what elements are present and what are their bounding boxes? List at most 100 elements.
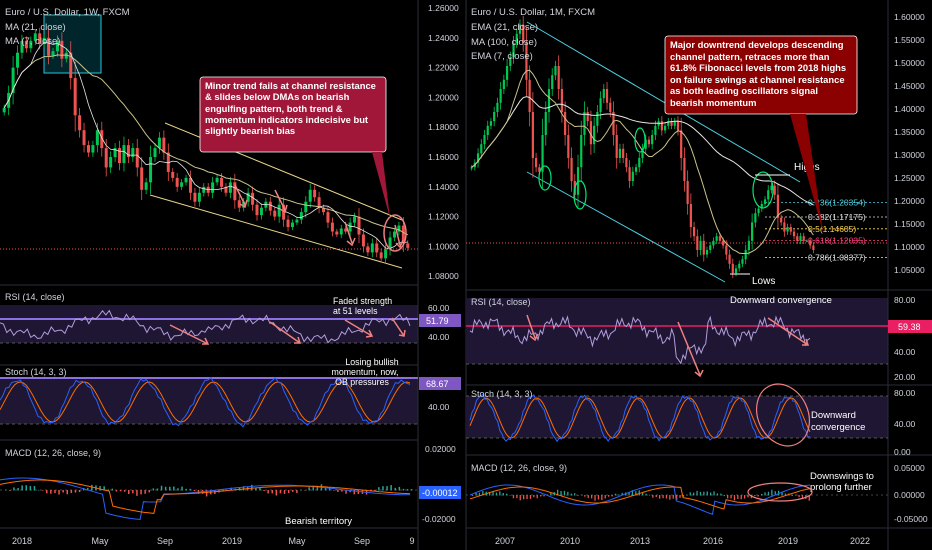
histogram-bar: [74, 490, 77, 493]
histogram-bar: [205, 490, 208, 497]
histogram-bar: [795, 494, 797, 496]
candle-body: [673, 121, 676, 126]
histogram-bar: [255, 487, 257, 491]
left-x-tick: May: [288, 536, 306, 546]
candle-body: [789, 227, 792, 232]
left-price-arrows: [234, 184, 407, 252]
candle-body: [518, 24, 522, 34]
histogram-bar: [506, 493, 508, 496]
candle-body: [583, 112, 586, 135]
right-legend-ema21: EMA (21, close): [471, 22, 538, 33]
histogram-bar: [283, 490, 286, 494]
candle-body: [763, 199, 767, 204]
candle-body: [375, 243, 379, 253]
left-macd-note: Bearish territory: [285, 516, 352, 527]
right-annotation-text: Major downtrend develops descending chan…: [670, 39, 847, 108]
left-price-tick: 1.14000: [428, 182, 459, 192]
histogram-bar: [737, 495, 739, 499]
candle-body: [493, 112, 496, 122]
right-rsi-tick: 80.00: [894, 295, 916, 305]
candle-body: [660, 121, 663, 131]
left-legend-ma21: MA (21, close): [5, 22, 66, 33]
histogram-bar: [9, 490, 11, 491]
left-macd-tick: 0.02000: [425, 444, 456, 454]
histogram-bar: [767, 491, 770, 496]
right-x-tick: 2019: [778, 536, 798, 546]
left-macd-value: -0.00012: [422, 488, 458, 498]
histogram-bar: [349, 490, 351, 493]
histogram-bar: [689, 492, 691, 496]
histogram-bar: [152, 488, 155, 491]
candle-body: [525, 43, 528, 80]
histogram-bar: [353, 490, 355, 495]
candle-body: [686, 181, 689, 204]
candle-body: [470, 167, 473, 169]
candle-body: [11, 67, 15, 93]
candle-body: [618, 148, 622, 158]
candle-body: [16, 52, 20, 68]
histogram-bar: [716, 493, 719, 496]
histogram-bar: [645, 493, 647, 496]
histogram-bar: [495, 492, 498, 496]
candle-body: [709, 245, 712, 250]
candle-body: [812, 245, 815, 250]
histogram-bar: [502, 492, 504, 496]
candle-body: [602, 89, 605, 99]
right-rsi-label: RSI (14, close): [471, 297, 531, 307]
histogram-bar: [710, 492, 712, 496]
histogram-bar: [604, 495, 606, 499]
candle-body: [38, 33, 42, 44]
candle-body: [722, 240, 725, 246]
candle-body: [692, 227, 696, 237]
histogram-bar: [87, 487, 89, 491]
candle-body: [751, 222, 754, 241]
candle-body: [476, 153, 480, 163]
candle-body: [483, 135, 486, 145]
candle-body: [593, 125, 596, 145]
candle-body: [725, 245, 728, 255]
histogram-bar: [730, 495, 732, 499]
candle-body: [647, 139, 651, 145]
candle-body: [24, 40, 28, 49]
histogram-bar: [91, 484, 93, 491]
candle-body: [188, 177, 192, 193]
histogram-bar: [686, 494, 688, 496]
histogram-bar: [764, 492, 766, 496]
candle-body: [42, 37, 46, 44]
histogram-bar: [378, 487, 380, 491]
histogram-bar: [801, 495, 804, 498]
histogram-bar: [103, 486, 105, 491]
candle-body: [715, 236, 718, 241]
candle-body: [153, 148, 157, 158]
right-stoch-tick: 40.00: [894, 419, 916, 429]
histogram-bar: [222, 489, 224, 491]
histogram-bar: [642, 492, 644, 496]
candle-body: [78, 115, 82, 131]
histogram-bar: [781, 492, 783, 496]
candle-body: [773, 185, 776, 195]
right-x-tick: 2022: [850, 536, 870, 546]
histogram-bar: [341, 490, 343, 492]
left-stoch-label: Stoch (14, 3, 3): [5, 367, 67, 377]
histogram-bar: [173, 486, 175, 491]
histogram-bar: [499, 491, 501, 496]
candle-body: [489, 121, 493, 126]
candle-body: [317, 197, 321, 208]
right-price-tick: 1.30000: [894, 150, 925, 160]
candle-body: [622, 148, 625, 158]
ma100-line: [471, 96, 814, 206]
candle-body: [286, 219, 290, 228]
candle-body: [149, 157, 153, 183]
candle-body: [625, 158, 628, 168]
histogram-bar: [723, 495, 725, 497]
candle-body: [308, 189, 312, 202]
histogram-bar: [472, 495, 474, 496]
right-price-tick: 1.20000: [894, 196, 925, 206]
histogram-bar: [29, 486, 32, 491]
histogram-bar: [287, 490, 290, 493]
right-price-tick: 1.15000: [894, 219, 925, 229]
histogram-bar: [655, 495, 657, 498]
candle-body: [370, 243, 374, 253]
candle-body: [242, 201, 246, 208]
candle-body: [560, 89, 563, 112]
